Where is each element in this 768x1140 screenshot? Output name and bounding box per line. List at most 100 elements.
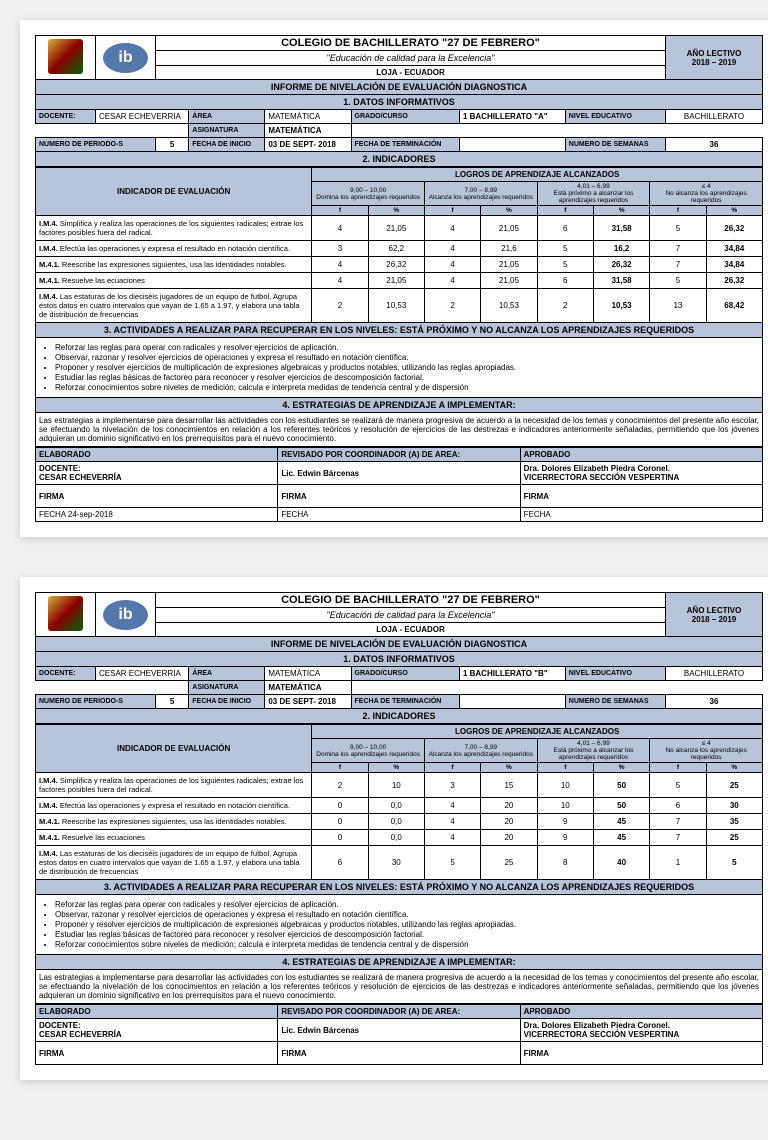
data-cell: 0,0 [368,830,424,846]
strategies: Las estrategias a implementarse para des… [36,970,763,1004]
data-cell: 7 [650,830,706,846]
data-cell: 2 [424,289,480,323]
val-grado: 1 BACHILLERATO "A" [459,110,565,124]
strategies: Las estrategias a implementarse para des… [36,413,763,447]
firma-3: FIRMA [520,1042,762,1065]
data-cell: 16,2 [593,241,649,257]
data-cell: 7 [650,257,706,273]
data-cell: 9 [537,830,593,846]
school-name: COLEGIO DE BACHILLERATO "27 DE FEBRERO" [156,36,666,51]
report-title: INFORME DE NIVELACIÓN DE EVALUACIÓN DIAG… [36,637,763,652]
indicator-text: M.4.1. Resuelve las ecuaciones [36,830,312,846]
data-cell: 20 [481,798,537,814]
aprobado-header: APROBADO [520,448,762,462]
pct-header: % [593,763,649,773]
lbl-inicio: FECHA DE INICIO [189,695,265,709]
section-4: 4. ESTRATEGIAS DE APRENDIZAJE A IMPLEMEN… [36,955,763,970]
ib-logo: ib [96,36,156,80]
lbl-inicio: FECHA DE INICIO [189,138,265,152]
school-name: COLEGIO DE BACHILLERATO "27 DE FEBRERO" [156,593,666,608]
data-cell: 34,84 [706,257,762,273]
data-cell: 1 [650,846,706,880]
lbl-grado: GRADO/CURSO [351,110,459,124]
val-asig: MATEMÁTICA [265,124,351,138]
data-cell: 26,32 [368,257,424,273]
lbl-asig: ASIGNATURA [189,681,265,695]
section-3: 3. ACTIVIDADES A REALIZAR PARA RECUPERAR… [36,323,763,338]
data-cell: 4 [312,216,368,241]
data-cell: 21,05 [368,273,424,289]
data-cell: 4 [312,257,368,273]
aprobador-sig: Dra. Dolores Elizabeth Piedra Coronel.VI… [520,462,762,485]
f-header: f [650,206,706,216]
data-cell: 62,2 [368,241,424,257]
data-cell: 2 [537,289,593,323]
lbl-asig: ASIGNATURA [189,124,265,138]
lbl-semanas: NUMERO DE SEMANAS [565,695,665,709]
elaborado-header: ELABORADO [36,448,278,462]
report-page: ib COLEGIO DE BACHILLERATO "27 DE FEBRER… [20,20,768,537]
val-nivel: BACHILLERATO [665,667,762,681]
lbl-term: FECHA DE TERMINACIÓN [351,695,459,709]
data-cell: 2 [312,289,368,323]
pct-header: % [481,763,537,773]
pct-header: % [481,206,537,216]
logros-header: LOGROS DE APRENDIZAJE ALCANZADOS [312,725,763,739]
data-cell: 20 [481,814,537,830]
data-cell: 4 [312,273,368,289]
data-cell: 40 [593,846,649,880]
lbl-periodos: NUMERO DE PERIODO-S [36,138,156,152]
data-cell: 4 [424,216,480,241]
section-3: 3. ACTIVIDADES A REALIZAR PARA RECUPERAR… [36,880,763,895]
indicator-text: I.M.4. Las estaturas de los dieciséis ju… [36,846,312,880]
data-cell: 25 [706,773,762,798]
data-cell: 30 [368,846,424,880]
data-cell: 9 [537,814,593,830]
data-cell: 0,0 [368,814,424,830]
data-cell: 30 [706,798,762,814]
f-header: f [537,763,593,773]
val-periodos: 5 [156,695,189,709]
col4-header: ≤ 4No alcanza los aprendizajes requerido… [650,182,763,206]
data-cell: 6 [537,216,593,241]
data-cell: 68,42 [706,289,762,323]
col3-header: 4,01 – 6,99Está próximo a alcanzar los a… [537,182,650,206]
lbl-semanas: NUMERO DE SEMANAS [565,138,665,152]
f-header: f [312,206,368,216]
data-cell: 4 [424,798,480,814]
data-cell: 21,6 [481,241,537,257]
indicators-table: INDICADOR DE EVALUACIÓN LOGROS DE APREND… [35,724,763,1004]
revisor-sig: Lic. Edwin Bárcenas [278,1019,520,1042]
data-cell: 25 [706,830,762,846]
report-table: ib COLEGIO DE BACHILLERATO "27 DE FEBRER… [35,35,763,167]
year-cell: AÑO LECTIVO2018 – 2019 [666,593,763,637]
city: LOJA - ECUADOR [156,623,666,637]
pct-header: % [368,763,424,773]
f-header: f [537,206,593,216]
lbl-grado: GRADO/CURSO [351,667,459,681]
indicator-text: I.M.4. Simplifica y realiza las operacio… [36,773,312,798]
section-1: 1. DATOS INFORMATIVOS [36,95,763,110]
aprobado-header: APROBADO [520,1005,762,1019]
col1-header: 9,00 – 10,00Domina los aprendizajes requ… [312,739,425,763]
val-area: MATEMÁTICA [265,667,351,681]
report-title: INFORME DE NIVELACIÓN DE EVALUACIÓN DIAG… [36,80,763,95]
revisado-header: REVISADO POR COORDINADOR (A) DE AREA: [278,448,520,462]
col4-header: ≤ 4No alcanza los aprendizajes requerido… [650,739,763,763]
data-cell: 10 [368,773,424,798]
indicator-text: M.4.1. Reescribe las expresiones siguien… [36,814,312,830]
val-periodos: 5 [156,138,189,152]
data-cell: 4 [424,830,480,846]
data-cell: 21,05 [481,273,537,289]
data-cell: 3 [424,773,480,798]
pct-header: % [593,206,649,216]
data-cell: 8 [537,846,593,880]
data-cell: 31,58 [593,273,649,289]
docente-sig: DOCENTE:CESAR ECHEVERRÍA [36,462,278,485]
data-cell: 15 [481,773,537,798]
col1-header: 9,00 – 10,00Domina los aprendizajes requ… [312,182,425,206]
motto: "Educación de calidad para la Excelencia… [156,51,666,66]
lbl-nivel: NIVEL EDUCATIVO [565,667,665,681]
elaborado-header: ELABORADO [36,1005,278,1019]
data-cell: 0,0 [368,798,424,814]
